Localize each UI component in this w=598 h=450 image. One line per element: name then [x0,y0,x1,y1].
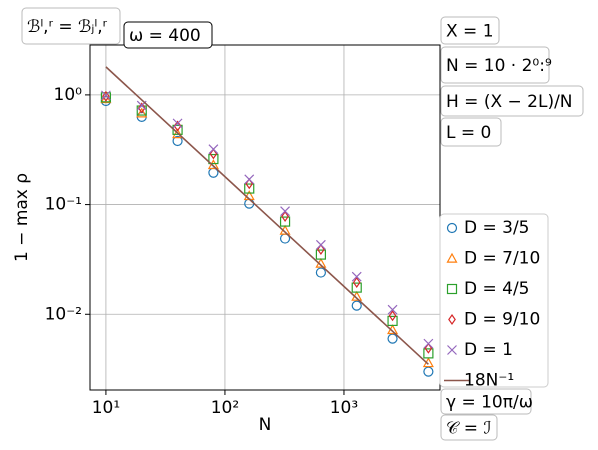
point [315,267,326,278]
point [244,183,255,194]
point [173,120,182,132]
annotation: ℬˡ,ʳ = ℬⱼˡ,ʳ [27,17,108,37]
annotation: 𝒞 = ℐ [446,419,491,439]
annotation-box [123,21,213,49]
point [207,159,219,170]
annotation: H = (X − 2L)/N [446,92,573,112]
point [208,144,219,155]
point [387,315,398,327]
point [102,90,110,102]
y-tick-label: 10⁻¹ [45,195,82,215]
point [279,216,291,227]
point [208,153,219,165]
legend-label: 18N⁻¹ [464,371,514,391]
point [422,357,434,368]
annotation-box [440,46,550,84]
point [446,222,458,234]
y-tick-label: 10⁰ [54,85,83,105]
point [448,313,456,326]
point [423,338,434,349]
point [100,90,111,101]
point [172,135,183,147]
annotation-box [440,414,498,441]
annotation-box [440,117,502,147]
point [446,252,458,263]
legend-label: D = 9/10 [464,310,540,330]
x-axis-label: N [259,415,272,435]
line [105,66,429,365]
legend-label: D = 1 [464,340,513,360]
annotation: X = 1 [446,22,494,42]
annotation: ω = 400 [129,26,201,46]
point [315,239,326,250]
point [351,282,362,293]
point [281,210,289,222]
x-tick-label: 10³ [330,398,358,418]
point [209,148,218,160]
legend-label: D = 7/10 [464,249,540,269]
annotation: γ = 10π/ω [446,393,533,413]
annotation-box [440,16,500,45]
point [315,249,326,260]
annotation: L = 0 [446,123,491,143]
point [136,107,148,118]
annotation-box [440,388,532,415]
legend-label: D = 3/5 [464,218,530,238]
point [387,304,398,315]
annotation-box [21,7,121,45]
point [424,342,433,354]
point [351,300,362,311]
point [351,271,362,282]
point [137,102,146,114]
point [423,366,434,377]
point [352,276,361,289]
point [447,345,457,355]
annotation-box [440,85,584,117]
point [172,128,184,139]
point [244,198,255,209]
x-tick-label: 10¹ [92,398,120,418]
point [387,333,398,344]
point [388,310,397,322]
point [317,243,325,255]
point [172,118,183,129]
y-tick-label: 10⁻² [45,304,82,324]
point [280,206,290,217]
point [446,283,458,295]
legend-label: D = 4/5 [464,279,530,299]
annotation: N = 10 · 2⁰:⁹ [446,56,552,76]
legend-box [439,213,549,388]
x-tick-label: 10² [211,398,239,418]
y-axis-label: 1 − max ρ [12,173,32,262]
point [423,348,434,359]
point [244,174,255,185]
